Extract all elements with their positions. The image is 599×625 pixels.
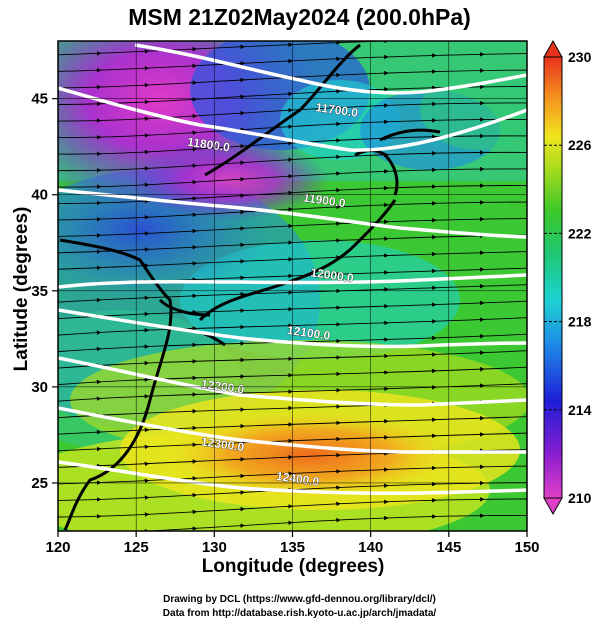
y-tick-label: 35	[31, 283, 48, 300]
colorbar-ticks: 230 226 222 218 214 210	[544, 49, 592, 506]
x-tick-label: 140	[358, 539, 383, 556]
y-tick-labels: 25 30 35 40 45	[31, 91, 58, 492]
contour-11800	[58, 86, 527, 152]
contour-labels: 11700.011800.011900.012000.012100.012200…	[186, 100, 360, 489]
streamline	[58, 333, 527, 353]
streamline	[58, 284, 527, 303]
streamline	[58, 41, 396, 56]
contour-12100	[58, 308, 527, 349]
colorbar-tick-label: 226	[568, 137, 592, 153]
y-tick-label: 40	[31, 187, 48, 204]
x-tick-label: 145	[436, 539, 461, 556]
colorbar-tick-label: 222	[568, 225, 592, 241]
colorbar: 230 226 222 218 214 210	[543, 39, 592, 516]
contour-label: 11700.0	[315, 100, 360, 120]
contour-label: 12000.0	[310, 265, 355, 285]
contour-12400	[58, 460, 527, 495]
streamline	[58, 482, 527, 501]
x-tick-label: 135	[280, 539, 305, 556]
contour-12200	[58, 356, 527, 407]
colorbar-tick-label: 230	[568, 49, 592, 65]
streamline	[58, 151, 527, 172]
streamline	[58, 168, 527, 188]
streamline	[58, 53, 527, 72]
streamline	[58, 251, 527, 270]
streamline	[58, 234, 527, 254]
colorbar-tick-label: 210	[568, 490, 592, 506]
contour-label: 11900.0	[302, 190, 347, 210]
map-grid	[58, 41, 527, 531]
streamline	[58, 416, 527, 435]
chart-title: MSM 21Z02May2024 (200.0hPa)	[128, 4, 471, 30]
streamline	[58, 317, 527, 336]
credit-drawing: Drawing by DCL (https://www.gfd-dennou.o…	[163, 594, 436, 605]
contour-12000	[58, 273, 527, 289]
contour-label: 12100.0	[286, 323, 331, 343]
contour-11900	[58, 188, 527, 239]
colorbar-bottom-arrow	[543, 497, 563, 516]
y-tick-label: 45	[31, 91, 48, 108]
colorbar-tick-label: 214	[568, 402, 592, 418]
streamline	[58, 118, 527, 139]
contour-12300	[58, 406, 527, 454]
contour-label: 11800.0	[187, 135, 232, 155]
colorbar-tick-label: 218	[568, 314, 592, 330]
credit-data: Data from http://database.rish.kyoto-u.a…	[162, 608, 437, 619]
streamline	[58, 465, 527, 485]
x-tick-label: 120	[45, 539, 70, 556]
streamline	[58, 498, 527, 518]
streamline	[58, 350, 527, 369]
x-tick-label: 130	[202, 539, 227, 556]
colorbar-top-arrow	[543, 39, 563, 58]
contour-label: 12400.0	[275, 469, 320, 489]
colorbar-gradient	[543, 56, 563, 499]
height-contours	[58, 43, 527, 495]
contour-11700	[134, 43, 527, 95]
contour-label: 12300.0	[200, 434, 245, 454]
y-axis-label: Latitude (degrees)	[11, 206, 32, 372]
x-tick-labels: 120 125 130 135 140 145 150	[45, 531, 540, 556]
streamline	[58, 102, 527, 122]
streamline	[58, 366, 527, 386]
x-tick-label: 125	[124, 539, 149, 556]
y-tick-label: 25	[31, 475, 48, 492]
y-tick-label: 30	[31, 379, 48, 396]
streamline	[58, 218, 527, 237]
x-axis-label: Longitude (degrees)	[201, 556, 385, 577]
streamline	[140, 515, 527, 531]
x-tick-label: 150	[514, 539, 539, 556]
streamline	[58, 69, 527, 89]
